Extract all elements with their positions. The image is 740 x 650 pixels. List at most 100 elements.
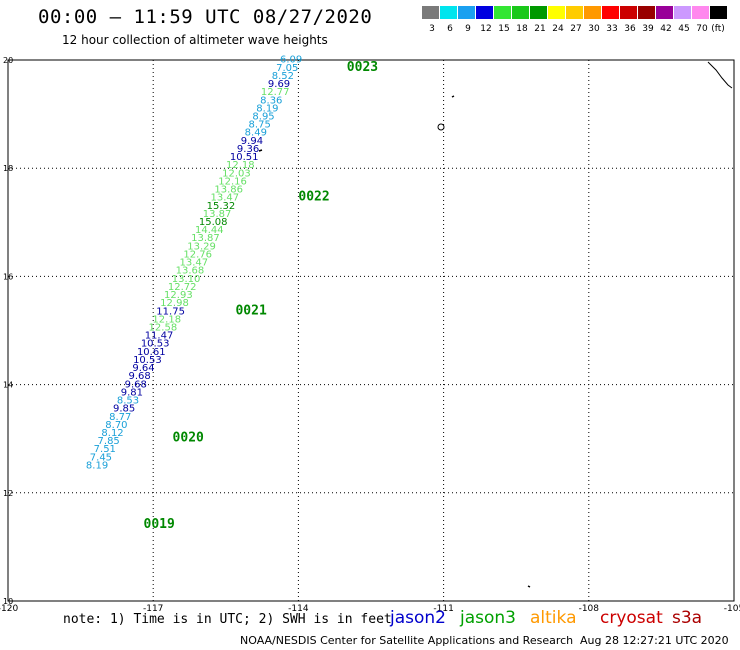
legend-swatch xyxy=(584,6,601,19)
pass-number-label: 0019 xyxy=(144,517,175,532)
wave-height-point: 15.32 xyxy=(207,201,236,212)
wave-height-point: 8.12 xyxy=(101,428,123,439)
wave-height-point: 9.81 xyxy=(121,387,143,398)
wave-height-point: 8.19 xyxy=(86,460,108,471)
island-shape xyxy=(437,123,445,131)
legend-label: 33 xyxy=(606,24,618,34)
y-tick-label: 16 xyxy=(3,272,13,281)
y-tick-label: 10 xyxy=(3,597,13,606)
legend-swatch xyxy=(566,6,583,19)
wave-height-point: 13.68 xyxy=(176,266,205,277)
wave-height-point: 9.36 xyxy=(237,144,259,155)
legend-label: 21 xyxy=(534,24,546,34)
wave-height-point: 7.45 xyxy=(90,452,112,463)
pass-number-label: 0021 xyxy=(235,303,266,318)
wave-height-point: 8.95 xyxy=(252,112,274,123)
wave-height-point: 11.75 xyxy=(156,306,185,317)
wave-height-point: 12.76 xyxy=(183,249,212,260)
legend-unit: (ft) xyxy=(711,24,725,34)
wave-height-point: 12.98 xyxy=(160,298,189,309)
wave-height-point: 9.69 xyxy=(268,79,290,90)
credit-text: NOAA/NESDIS Center for Satellite Applica… xyxy=(240,634,574,647)
wave-height-point: 9.68 xyxy=(129,371,151,382)
wave-height-point: 6.09 xyxy=(280,55,302,66)
legend-swatch xyxy=(458,6,475,19)
plot-frame xyxy=(7,59,735,602)
legend-swatch xyxy=(674,6,691,19)
wave-height-point: 9.94 xyxy=(241,136,263,147)
satellite-name: cryosat xyxy=(600,608,663,628)
legend-swatch xyxy=(530,6,547,19)
wave-height-point: 8.36 xyxy=(260,95,282,106)
legend-label: 9 xyxy=(465,24,471,34)
legend-swatch xyxy=(548,6,565,19)
legend-label: 36 xyxy=(624,24,636,34)
satellite-name: s3a xyxy=(672,608,703,628)
wave-height-point: 10.53 xyxy=(133,355,162,366)
chart-subtitle: 12 hour collection of altimeter wave hei… xyxy=(62,33,328,47)
legend-swatch xyxy=(494,6,511,19)
wave-height-point: 10.51 xyxy=(230,152,259,163)
pass-number-label: 0022 xyxy=(298,190,329,205)
y-tick-label: 18 xyxy=(3,164,13,173)
wave-height-point: 12.93 xyxy=(164,290,193,301)
wave-height-point: 12.18 xyxy=(152,314,181,325)
y-tick-label: 20 xyxy=(3,56,13,65)
legend-swatch xyxy=(638,6,655,19)
wave-height-point: 8.52 xyxy=(272,71,294,82)
legend-swatch xyxy=(602,6,619,19)
wave-height-point: 8.77 xyxy=(109,412,131,423)
legend-swatch xyxy=(422,6,439,19)
wave-height-point: 15.08 xyxy=(199,217,228,228)
legend-label: 30 xyxy=(588,24,600,34)
legend-label: 70 xyxy=(696,24,708,34)
x-tick-label: -117 xyxy=(143,604,163,614)
x-tick-label: -120 xyxy=(0,604,18,614)
wave-height-point: 12.58 xyxy=(149,323,178,334)
wave-height-point: 12.16 xyxy=(218,176,247,187)
wave-height-point: 12.72 xyxy=(168,282,197,293)
satellite-name: altika xyxy=(530,608,577,628)
wave-height-point: 9.68 xyxy=(125,379,147,390)
y-tick-label: 14 xyxy=(3,381,13,390)
legend-swatch xyxy=(656,6,673,19)
legend-swatch xyxy=(476,6,493,19)
legend-label: 39 xyxy=(642,24,654,34)
wave-height-point: 13.10 xyxy=(172,274,201,285)
legend-label: 3 xyxy=(429,24,435,34)
wave-height-point: 13.29 xyxy=(187,241,216,252)
x-tick-label: -111 xyxy=(433,604,453,614)
timestamp: Aug 28 12:27:21 UTC 2020 xyxy=(580,634,729,647)
wave-height-point: 10.53 xyxy=(141,339,170,350)
legend-swatch xyxy=(692,6,709,19)
wave-height-point: 10.61 xyxy=(137,347,166,358)
legend-label: 45 xyxy=(678,24,690,34)
y-tick-label: 12 xyxy=(3,489,13,498)
island-shape xyxy=(451,95,455,98)
legend-swatch xyxy=(512,6,529,19)
pass-number-label: 0020 xyxy=(173,430,204,445)
chart-title: 00:00 – 11:59 UTC 08/27/2020 xyxy=(38,6,373,28)
legend-swatch xyxy=(620,6,637,19)
wave-height-point: 7.85 xyxy=(98,436,120,447)
wave-height-point: 13.87 xyxy=(191,233,220,244)
wave-height-point: 9.64 xyxy=(132,363,154,374)
wave-height-point: 11.47 xyxy=(145,331,174,342)
legend-label: 27 xyxy=(570,24,582,34)
wave-height-point: 13.47 xyxy=(180,258,209,269)
wave-height-point: 8.70 xyxy=(105,420,127,431)
coastline-shape xyxy=(707,61,733,89)
legend-label: 24 xyxy=(552,24,564,34)
satellite-name: jason3 xyxy=(460,608,516,628)
island-shape xyxy=(527,585,531,588)
legend-label: 18 xyxy=(516,24,528,34)
wave-height-point: 8.75 xyxy=(249,120,271,131)
legend-label: 12 xyxy=(480,24,492,34)
legend-swatch xyxy=(710,6,727,19)
x-tick-label: -105 xyxy=(724,604,740,614)
footer-note: note: 1) Time is in UTC; 2) SWH is in fe… xyxy=(63,612,392,627)
wave-height-point: 13.87 xyxy=(203,209,232,220)
wave-height-point: 13.86 xyxy=(214,185,243,196)
legend-label: 15 xyxy=(498,24,510,34)
